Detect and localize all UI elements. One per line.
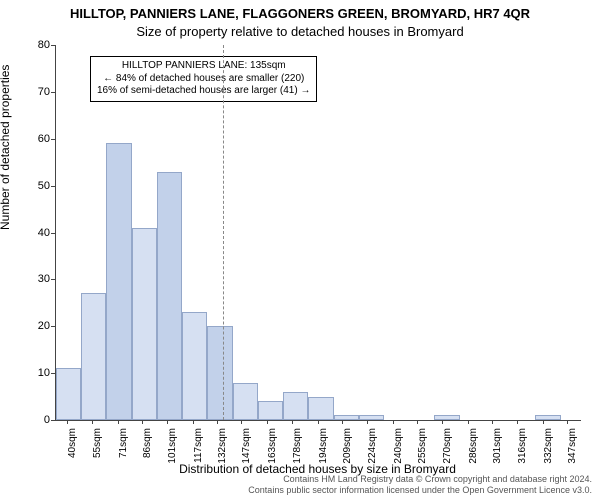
y-tick-label: 10 <box>30 367 50 379</box>
annotation-line2: ← 84% of detached houses are smaller (22… <box>97 73 310 86</box>
x-tick-label: 209sqm <box>342 428 353 468</box>
x-tick-label: 71sqm <box>118 428 129 468</box>
x-tick-mark <box>567 420 568 424</box>
histogram-bar <box>56 368 81 420</box>
x-tick-mark <box>292 420 293 424</box>
x-tick-label: 178sqm <box>292 428 303 468</box>
histogram-bar <box>308 397 333 420</box>
chart-container: HILLTOP, PANNIERS LANE, FLAGGONERS GREEN… <box>0 0 600 500</box>
y-tick-label: 70 <box>30 86 50 98</box>
x-tick-mark <box>118 420 119 424</box>
y-tick-mark <box>51 45 55 46</box>
x-tick-mark <box>393 420 394 424</box>
x-tick-mark <box>193 420 194 424</box>
x-tick-label: 163sqm <box>267 428 278 468</box>
y-tick-mark <box>51 373 55 374</box>
chart-title-address: HILLTOP, PANNIERS LANE, FLAGGONERS GREEN… <box>0 6 600 21</box>
x-tick-mark <box>417 420 418 424</box>
x-tick-mark <box>517 420 518 424</box>
x-tick-mark <box>217 420 218 424</box>
y-tick-mark <box>51 139 55 140</box>
y-tick-label: 0 <box>30 414 50 426</box>
footer-attribution: Contains HM Land Registry data © Crown c… <box>248 474 592 496</box>
histogram-bar <box>233 383 258 421</box>
y-tick-label: 30 <box>30 273 50 285</box>
x-tick-mark <box>492 420 493 424</box>
x-tick-label: 332sqm <box>543 428 554 468</box>
x-tick-mark <box>442 420 443 424</box>
histogram-bar <box>258 401 283 420</box>
y-tick-mark <box>51 186 55 187</box>
x-tick-label: 194sqm <box>318 428 329 468</box>
y-axis-label: Number of detached properties <box>0 65 12 230</box>
y-tick-label: 20 <box>30 320 50 332</box>
y-tick-mark <box>51 279 55 280</box>
annotation-box: HILLTOP PANNIERS LANE: 135sqm ← 84% of d… <box>90 56 317 102</box>
x-tick-mark <box>142 420 143 424</box>
histogram-bar <box>157 172 182 420</box>
y-tick-mark <box>51 326 55 327</box>
x-tick-mark <box>318 420 319 424</box>
x-tick-label: 301sqm <box>492 428 503 468</box>
x-tick-mark <box>241 420 242 424</box>
x-tick-mark <box>267 420 268 424</box>
footer-line2: Contains public sector information licen… <box>248 485 592 496</box>
histogram-bar <box>106 143 131 420</box>
x-tick-label: 240sqm <box>393 428 404 468</box>
x-tick-mark <box>543 420 544 424</box>
x-tick-mark <box>342 420 343 424</box>
histogram-bar <box>334 415 359 420</box>
histogram-bar <box>359 415 384 420</box>
x-tick-label: 316sqm <box>517 428 528 468</box>
y-tick-label: 80 <box>30 39 50 51</box>
reference-line <box>223 45 224 420</box>
histogram-bar <box>132 228 157 420</box>
x-tick-mark <box>92 420 93 424</box>
y-tick-label: 60 <box>30 133 50 145</box>
x-tick-label: 55sqm <box>92 428 103 468</box>
x-tick-label: 132sqm <box>217 428 228 468</box>
y-tick-mark <box>51 420 55 421</box>
annotation-line3: 16% of semi-detached houses are larger (… <box>97 85 310 98</box>
x-tick-label: 270sqm <box>442 428 453 468</box>
x-tick-mark <box>167 420 168 424</box>
x-tick-mark <box>468 420 469 424</box>
histogram-bar <box>283 392 308 420</box>
x-tick-mark <box>367 420 368 424</box>
histogram-bar <box>81 293 106 420</box>
x-tick-label: 255sqm <box>417 428 428 468</box>
y-tick-label: 40 <box>30 227 50 239</box>
x-tick-label: 40sqm <box>67 428 78 468</box>
x-tick-label: 347sqm <box>567 428 578 468</box>
annotation-line1: HILLTOP PANNIERS LANE: 135sqm <box>97 60 310 73</box>
footer-line1: Contains HM Land Registry data © Crown c… <box>248 474 592 485</box>
histogram-bar <box>182 312 207 420</box>
x-tick-label: 86sqm <box>142 428 153 468</box>
histogram-bar <box>434 415 459 420</box>
plot-area: HILLTOP PANNIERS LANE: 135sqm ← 84% of d… <box>55 45 581 421</box>
x-tick-label: 286sqm <box>468 428 479 468</box>
y-tick-mark <box>51 92 55 93</box>
histogram-bar <box>207 326 232 420</box>
y-tick-mark <box>51 233 55 234</box>
histogram-bar <box>535 415 560 420</box>
x-tick-label: 117sqm <box>193 428 204 468</box>
y-tick-label: 50 <box>30 180 50 192</box>
x-tick-label: 224sqm <box>367 428 378 468</box>
chart-title-description: Size of property relative to detached ho… <box>0 24 600 39</box>
x-tick-label: 101sqm <box>167 428 178 468</box>
x-tick-mark <box>67 420 68 424</box>
x-tick-label: 147sqm <box>241 428 252 468</box>
